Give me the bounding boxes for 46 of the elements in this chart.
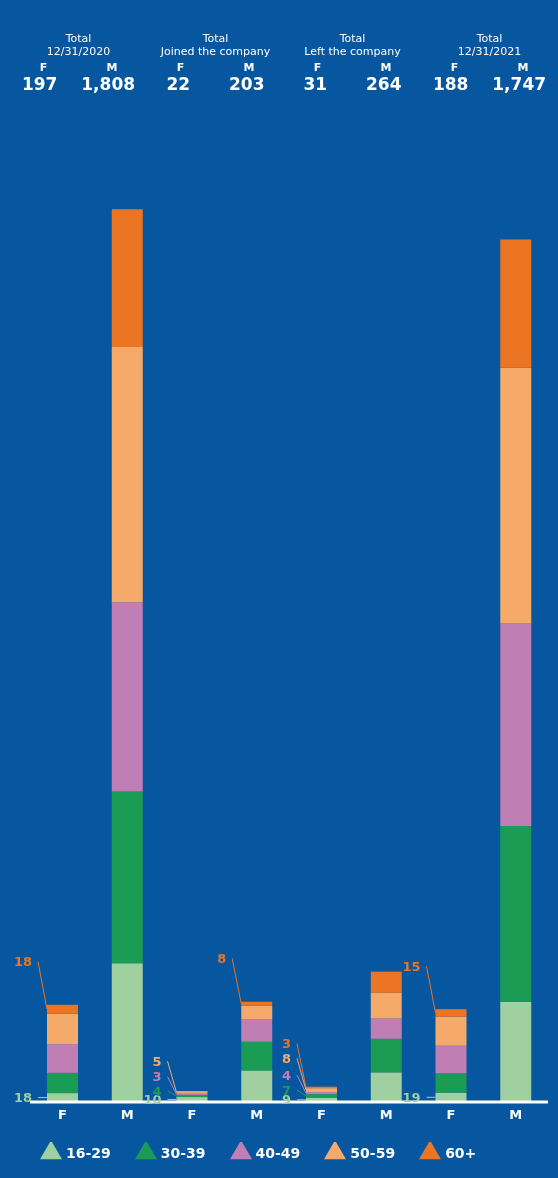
legend-label: 16-29 [66, 1144, 111, 1161]
x-tick-label: M [380, 61, 392, 74]
text: Joined the company [159, 45, 272, 58]
x-tick-label: F [450, 61, 459, 74]
text: 188 [432, 74, 469, 94]
data-label: 8 [217, 951, 227, 967]
data-label: 18 [13, 1090, 32, 1106]
text: Total [338, 32, 367, 45]
category-label: M [509, 1107, 523, 1123]
data-label: 5 [152, 1053, 162, 1069]
category-label: M [120, 1107, 134, 1123]
x-tick-label: M [243, 61, 255, 74]
legend-label: 40-49 [255, 1144, 301, 1161]
legend-label: 60+ [445, 1144, 477, 1161]
legend-label: 30-39 [160, 1144, 206, 1161]
text: Total [64, 32, 93, 45]
category-label: F [57, 1107, 67, 1123]
category-label: F [446, 1107, 456, 1123]
x-tick-label: F [39, 61, 48, 74]
text: Total [475, 32, 504, 45]
category-label: M [379, 1107, 393, 1123]
text: 264 [366, 74, 402, 94]
text: 1,808 [81, 74, 136, 94]
data-label: 4 [281, 1067, 291, 1083]
data-label: 3 [281, 1036, 291, 1052]
text: Total [201, 32, 230, 45]
x-tick-label: M [106, 61, 118, 74]
data-label: 8 [281, 1050, 291, 1066]
category-label: F [187, 1107, 197, 1123]
text: 22 [166, 74, 191, 94]
category-label: F [316, 1107, 326, 1123]
x-tick-label: F [176, 61, 185, 74]
category-label: M [250, 1107, 264, 1123]
data-label: 3 [152, 1069, 162, 1085]
text: 31 [303, 74, 328, 94]
text: 197 [21, 74, 58, 94]
text: 12/31/2021 [456, 45, 523, 58]
text: 12/31/2020 [45, 45, 112, 58]
text: Left the company [303, 45, 402, 58]
legend-label: 50-59 [350, 1144, 396, 1161]
x-tick-label: M [517, 61, 529, 74]
data-label: 18 [13, 954, 32, 970]
text: 1,747 [492, 74, 547, 94]
data-label: 15 [402, 958, 421, 974]
text: 203 [229, 74, 265, 94]
x-tick-label: F [313, 61, 322, 74]
